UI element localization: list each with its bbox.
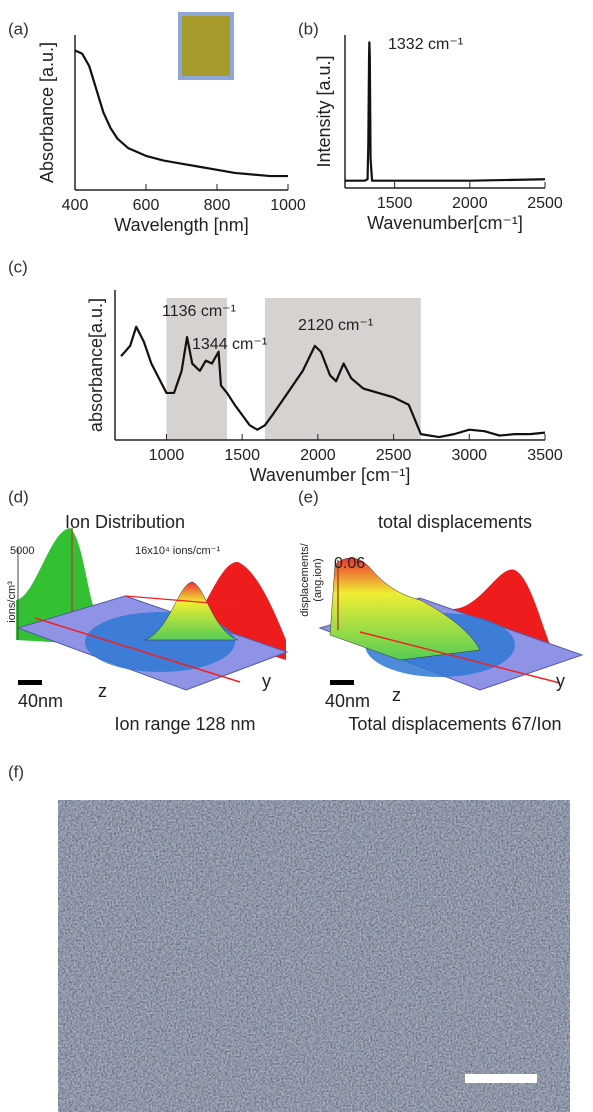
annotation: 2120 cm⁻¹: [298, 317, 373, 334]
x-tick-label: 2500: [376, 447, 412, 464]
micrograph: [58, 800, 570, 1112]
panel-label: (a): [8, 19, 29, 38]
y-label: Intensity [a.u.]: [314, 55, 334, 167]
x-tick-label: 400: [62, 197, 89, 214]
axis-label: y: [556, 671, 565, 691]
x-tick-label: 1000: [149, 447, 185, 464]
annotation: 16x10⁴ ions/cm⁻¹: [135, 545, 220, 557]
data-line: [120, 325, 546, 439]
panel-label: (f): [8, 762, 24, 781]
axis-label: y: [262, 671, 271, 691]
x-tick-label: 2000: [300, 447, 336, 464]
x-tick-label: 600: [133, 197, 160, 214]
x-tick-label: 1500: [224, 447, 260, 464]
x-tick-label: 2500: [527, 195, 563, 212]
panel-label: (c): [8, 257, 28, 276]
panel-e-plot: [318, 557, 584, 691]
axis-label: z: [392, 685, 401, 705]
inset-photo: [182, 16, 230, 76]
z-tick: 5000: [10, 545, 34, 557]
y-label: displacements/: [299, 542, 311, 616]
x-tick-label: 800: [204, 197, 231, 214]
annotation: 1332 cm⁻¹: [388, 36, 463, 53]
panel-label: (e): [298, 487, 319, 506]
panel-title: Ion Distribution: [65, 512, 185, 532]
y-label: absorbance[a.u.]: [86, 298, 106, 432]
panel-title: total displacements: [378, 512, 532, 532]
scale-bar: [465, 1074, 537, 1083]
x-label: Wavelength [nm]: [114, 215, 248, 235]
y-label: (ang.ion): [312, 558, 324, 601]
x-tick-label: 2000: [452, 195, 488, 212]
y-label: ions/cm³: [6, 581, 18, 623]
x-tick-label: 3500: [527, 447, 563, 464]
panel-d-plot: [16, 528, 289, 691]
panel-label: (b): [298, 19, 319, 38]
shaded-band: [264, 298, 421, 440]
x-label: Wavenumber[cm⁻¹]: [367, 213, 523, 233]
annotation: 1136 cm⁻¹: [162, 303, 236, 320]
scale-label: 40nm: [18, 691, 63, 711]
x-tick-label: 3000: [451, 447, 487, 464]
x-label: Wavenumber [cm⁻¹]: [250, 465, 411, 485]
data-line: [74, 49, 288, 178]
data-line: [345, 41, 546, 182]
scale-label: 40nm: [325, 691, 370, 711]
axis-label: z: [98, 681, 107, 701]
annotation: 1344 cm⁻¹: [192, 336, 267, 353]
x-tick-label: 1000: [270, 197, 306, 214]
caption: Total displacements 67/Ion: [348, 714, 561, 734]
x-tick-label: 1500: [377, 195, 413, 212]
z-tick: 0.06: [334, 555, 365, 572]
panel-label: (d): [8, 487, 29, 506]
y-label: Absorbance [a.u.]: [37, 42, 57, 183]
caption: Ion range 128 nm: [114, 714, 255, 734]
